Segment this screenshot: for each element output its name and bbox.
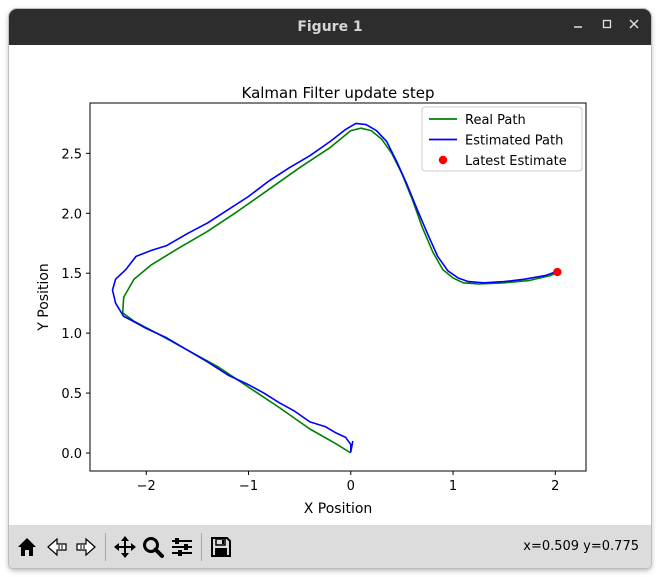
configure-subplots-icon[interactable] xyxy=(168,533,196,561)
forward-arrow-icon[interactable] xyxy=(72,533,100,561)
toolbar-separator xyxy=(201,533,202,561)
window-title: Figure 1 xyxy=(297,19,363,35)
home-icon[interactable] xyxy=(13,533,41,561)
legend-swatch-latest-estimate xyxy=(438,155,448,165)
y-tick-label: 2.5 xyxy=(61,147,82,162)
plot-content xyxy=(111,122,562,454)
y-tick-label: 1.5 xyxy=(61,267,82,282)
axis-ticks: −2 −1 0 1 2 0.0 0.5 1.0 1.5 2.0 2.5 xyxy=(61,147,559,494)
y-tick-label: 0.0 xyxy=(61,447,82,462)
x-tick-label: −1 xyxy=(239,479,258,494)
x-axis-label: X Position xyxy=(304,501,373,517)
x-tick-label: −2 xyxy=(137,479,156,494)
x-tick-label: 2 xyxy=(551,479,559,494)
maximize-icon[interactable] xyxy=(596,16,618,38)
series-line-real-path xyxy=(121,127,559,454)
cursor-coordinates: x=0.509 y=0.775 xyxy=(523,539,639,554)
chart-title: Kalman Filter update step xyxy=(242,84,435,102)
legend: Real Path Estimated Path Latest Estimate xyxy=(421,106,583,172)
toolbar-separator xyxy=(105,533,106,561)
legend-box xyxy=(421,106,583,172)
close-icon[interactable] xyxy=(623,16,645,38)
plot-canvas[interactable]: Kalman Filter update step X Position Y P… xyxy=(9,45,651,525)
x-tick-label: 0 xyxy=(347,479,355,494)
navigation-toolbar: x=0.509 y=0.775 xyxy=(9,525,651,568)
title-bar[interactable]: Figure 1 xyxy=(9,9,651,45)
back-arrow-icon[interactable] xyxy=(43,533,71,561)
y-tick-label: 1.0 xyxy=(61,327,82,342)
legend-label-estimated-path: Estimated Path xyxy=(465,134,563,149)
zoom-magnifier-icon[interactable] xyxy=(139,533,167,561)
legend-label-latest-estimate: Latest Estimate xyxy=(465,154,567,169)
y-tick-label: 0.5 xyxy=(61,387,82,402)
minimize-icon[interactable] xyxy=(567,16,589,38)
series-line-estimated-path xyxy=(111,122,561,453)
pan-move-icon[interactable] xyxy=(111,533,139,561)
chart-svg[interactable]: Kalman Filter update step X Position Y P… xyxy=(9,45,651,525)
x-tick-label: 1 xyxy=(449,479,457,494)
axes-frame xyxy=(89,102,587,472)
y-axis-label: Y Position xyxy=(36,263,52,332)
figure-window: Figure 1 Kalman Filter update step X Pos… xyxy=(9,9,651,568)
legend-label-real-path: Real Path xyxy=(465,113,526,128)
series-point-latest-estimate xyxy=(553,267,562,277)
y-tick-label: 2.0 xyxy=(61,207,82,222)
save-floppy-icon[interactable] xyxy=(207,533,235,561)
